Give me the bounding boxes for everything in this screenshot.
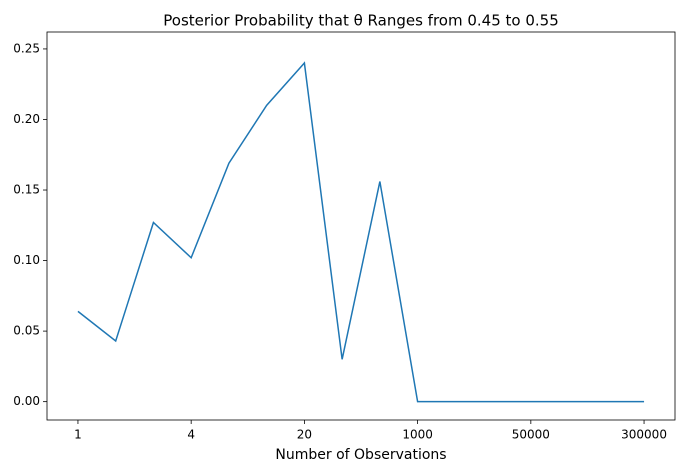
y-tick-label: 0.15 <box>13 183 40 197</box>
x-axis-label: Number of Observations <box>275 447 446 463</box>
y-tick-label: 0.05 <box>13 324 40 338</box>
x-tick-label: 1 <box>74 428 82 442</box>
y-tick-label: 0.00 <box>13 394 40 408</box>
y-tick-label: 0.10 <box>13 253 40 267</box>
x-tick-label: 4 <box>187 428 195 442</box>
y-tick-label: 0.20 <box>13 112 40 126</box>
chart-title: Posterior Probability that θ Ranges from… <box>163 12 559 30</box>
x-tick-label: 1000 <box>402 428 433 442</box>
y-tick-label: 0.25 <box>13 41 40 55</box>
plot-frame <box>46 31 676 421</box>
line-series <box>77 61 645 403</box>
x-tick-label: 20 <box>297 428 312 442</box>
x-tick-label: 50000 <box>512 428 550 442</box>
x-tick-label: 300000 <box>621 428 667 442</box>
